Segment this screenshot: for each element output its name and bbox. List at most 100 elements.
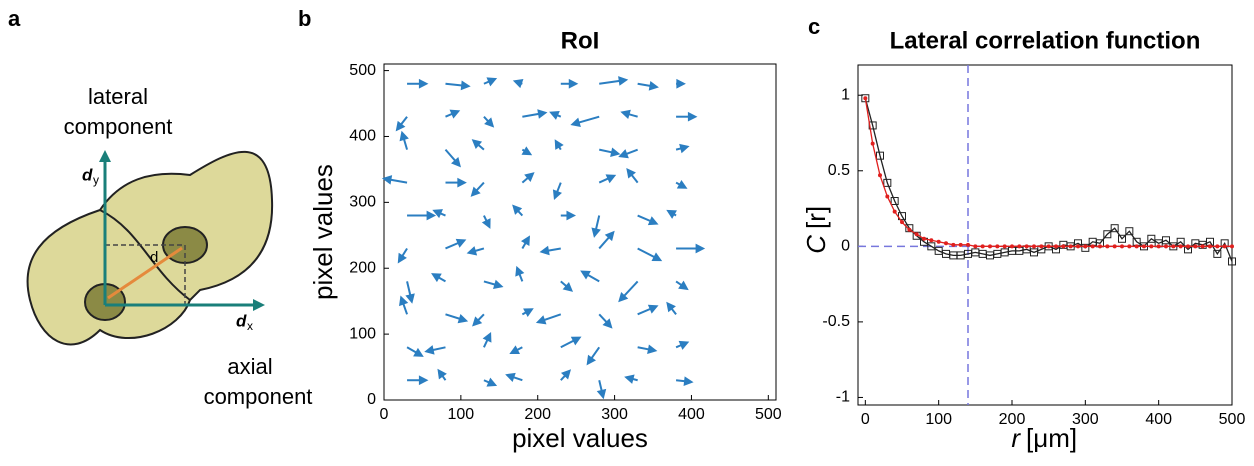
arrow: [445, 80, 471, 91]
series-line: [864, 98, 1232, 247]
point: [892, 209, 897, 214]
arrow: [666, 209, 677, 219]
arrow: [482, 331, 492, 348]
arrow-head: [620, 109, 631, 120]
arrow-head: [695, 243, 706, 254]
arrow-head: [605, 174, 617, 184]
arrow: [483, 77, 498, 87]
arrow: [637, 344, 658, 355]
point: [1125, 227, 1134, 236]
point: [995, 244, 1000, 249]
arrow-head: [683, 376, 694, 386]
arrow-head: [552, 189, 562, 201]
arrow-head: [676, 179, 688, 189]
point: [914, 232, 919, 237]
arrow-head: [626, 167, 636, 179]
y-tick-label: 300: [349, 194, 376, 211]
arrow: [520, 235, 530, 249]
arrow: [624, 374, 638, 384]
arrow: [560, 369, 572, 381]
arrow-head: [554, 139, 564, 150]
arrow: [521, 146, 533, 156]
label: lateral: [88, 84, 148, 109]
x-tick-label: 300: [601, 406, 628, 423]
arrow-head: [549, 111, 560, 120]
point: [1061, 244, 1066, 249]
arrow-head: [648, 81, 659, 91]
symbol-sub: x: [247, 319, 253, 333]
arrow-head: [568, 78, 579, 89]
arrow: [637, 247, 663, 262]
arrow: [437, 368, 447, 381]
arrow: [445, 313, 469, 324]
arrow: [445, 238, 467, 250]
arrow: [407, 375, 429, 386]
point: [1032, 244, 1036, 249]
point: [1103, 230, 1112, 239]
x-tick-label: 200: [999, 411, 1026, 428]
arrow-head: [437, 368, 447, 380]
point: [1193, 244, 1198, 249]
arrow-head: [539, 245, 550, 256]
arrow: [483, 279, 504, 290]
point: [1039, 244, 1044, 249]
arrow-head: [493, 279, 504, 290]
arrow-head: [451, 156, 461, 168]
arrow-head: [537, 109, 548, 119]
point: [1178, 244, 1183, 249]
arrow: [399, 130, 409, 150]
arrow-head: [666, 301, 676, 313]
point: [988, 244, 992, 249]
arrow-head: [602, 318, 613, 329]
arrow: [626, 167, 639, 184]
arrow-head: [470, 186, 481, 197]
arrow-head: [431, 273, 442, 283]
arrow-head: [520, 235, 530, 247]
arrow-head: [618, 76, 629, 86]
arrow-head: [484, 117, 495, 128]
arrow: [535, 313, 562, 325]
arrow-head: [481, 218, 491, 229]
arrow: [676, 111, 698, 122]
arrow: [618, 148, 639, 159]
chart-title: RoI: [561, 27, 600, 54]
arrow: [560, 210, 577, 221]
arrow: [406, 346, 424, 357]
point: [876, 151, 884, 160]
arrow: [560, 280, 574, 292]
arrow: [637, 214, 659, 226]
point: [1213, 249, 1222, 258]
point: [1083, 244, 1088, 249]
arrow-head: [509, 345, 521, 354]
x-tick-label: 500: [1219, 411, 1246, 428]
point: [929, 238, 934, 243]
arrowhead: [99, 150, 111, 162]
y-tick-label: -0.5: [822, 313, 850, 330]
arrow-head: [505, 372, 516, 383]
arrow-head: [405, 293, 415, 304]
label: component: [64, 114, 173, 139]
arrow-head: [687, 111, 698, 122]
arrow-head: [472, 316, 483, 327]
arrow: [618, 280, 639, 303]
arrow: [598, 174, 617, 184]
arrow-head: [604, 230, 615, 242]
arrow: [483, 116, 495, 128]
point: [1215, 244, 1220, 249]
panel-label: a: [8, 6, 21, 31]
y-axis-symbol: C: [801, 235, 831, 254]
point: [958, 242, 963, 247]
arrow-head: [424, 345, 435, 355]
displacement: [107, 246, 183, 300]
arrow: [675, 376, 694, 386]
y-tick-label: 0: [367, 391, 376, 408]
point: [1171, 244, 1176, 249]
arrow-head: [521, 146, 533, 156]
arrow: [483, 377, 498, 387]
arrow: [598, 313, 613, 329]
x-axis-label: pixel values: [512, 423, 648, 453]
arrow-head: [466, 246, 478, 256]
point: [1162, 236, 1170, 245]
arrow-head: [413, 347, 424, 357]
